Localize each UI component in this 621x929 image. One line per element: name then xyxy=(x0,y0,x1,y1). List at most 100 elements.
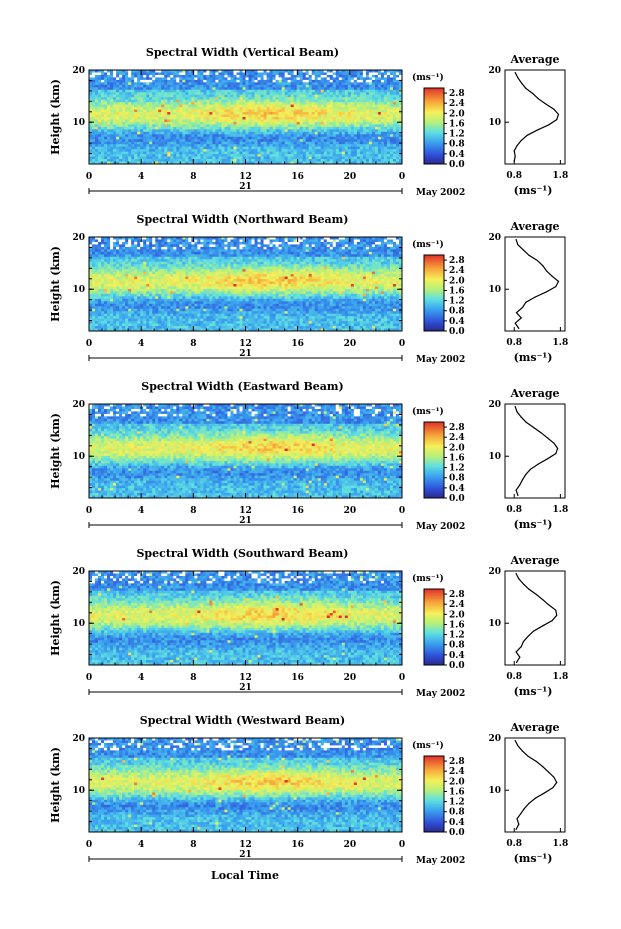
colorbar-tick-label: 0.8 xyxy=(449,307,465,317)
x-tick-label: 12 xyxy=(239,339,252,349)
profile-point xyxy=(520,416,522,418)
profile-title: Average xyxy=(509,554,559,567)
profile-y-tick-label: 10 xyxy=(488,619,501,629)
colorbar-tick-label: 1.2 xyxy=(449,464,465,474)
x-tick-label: 0 xyxy=(86,339,92,349)
panel-3: Spectral Width (Eastward Beam) 20 10 Height… xyxy=(49,380,568,532)
x-tick-label: 20 xyxy=(344,673,357,683)
profile-line xyxy=(514,406,559,496)
colorbar-tick-label: 2.8 xyxy=(449,256,465,266)
profile-point xyxy=(540,432,542,434)
colorbar-tick-label: 1.2 xyxy=(449,798,465,808)
profile-point xyxy=(517,77,519,79)
x-tick-label: 8 xyxy=(190,840,196,850)
profile-point xyxy=(520,813,522,815)
profile-point xyxy=(534,296,536,298)
colorbar-label: (ms⁻¹) xyxy=(412,740,444,751)
colorbar-tick-label: 2.4 xyxy=(449,600,465,610)
day-label: 21 xyxy=(239,850,252,860)
x-tick-label: 0 xyxy=(399,172,405,182)
profile-title: Average xyxy=(509,721,559,734)
x-tick-label: 0 xyxy=(399,506,405,516)
date-tag: May 2002 xyxy=(416,522,465,532)
colorbar-tick-label: 0.4 xyxy=(449,651,465,661)
colorbar-label: (ms⁻¹) xyxy=(412,406,444,417)
profile-point xyxy=(535,593,538,596)
x-tick-label: 0 xyxy=(399,339,405,349)
colorbar-tick-label: 2.8 xyxy=(449,89,465,99)
profile-point xyxy=(520,139,522,142)
colorbar-tick-label: 2.4 xyxy=(449,99,465,109)
profile-point xyxy=(545,103,547,105)
y-tick-label: 20 xyxy=(72,734,85,744)
profile-point xyxy=(521,306,524,309)
x-tick-label: 0 xyxy=(86,673,92,683)
profile-point xyxy=(515,651,517,653)
profile-point xyxy=(556,781,558,784)
y-tick-label: 10 xyxy=(72,786,85,796)
profile-point xyxy=(533,426,535,429)
x-tick-label: 4 xyxy=(138,339,144,349)
profile-x-tick-label: 1.8 xyxy=(553,672,569,682)
profile-point xyxy=(553,108,555,110)
profile-x-tick-label: 0.8 xyxy=(506,338,522,348)
colorbar-tick-label: 0.8 xyxy=(449,641,465,651)
profile-point xyxy=(527,755,529,757)
profile-point xyxy=(557,447,559,449)
profile-point xyxy=(548,124,550,126)
profile-x-tick-label: 1.8 xyxy=(553,171,569,181)
profile-point xyxy=(545,291,548,293)
profile-point xyxy=(520,646,522,648)
day-label: 21 xyxy=(239,683,252,693)
profile-point xyxy=(532,92,534,95)
profile-point xyxy=(522,583,525,585)
profile-point xyxy=(515,828,517,831)
profile-point xyxy=(514,155,516,157)
colorbar xyxy=(423,254,445,332)
profile-y-tick-label: 20 xyxy=(488,567,501,577)
profile-x-tick-label: 0.8 xyxy=(506,839,522,849)
x-tick-label: 16 xyxy=(291,339,304,349)
profile-point xyxy=(542,625,544,627)
x-tick-label: 4 xyxy=(138,840,144,850)
panel-title: Spectral Width (Westward Beam) xyxy=(140,714,345,727)
profile-point xyxy=(525,301,527,303)
profile-point xyxy=(557,280,560,282)
x-tick-label: 4 xyxy=(138,673,144,683)
panel-2: Spectral Width (Northward Beam) 20 10 Heigh… xyxy=(49,213,568,365)
x-tick-label: 16 xyxy=(291,506,304,516)
colorbar-tick-label: 2.8 xyxy=(449,590,465,600)
colorbar-tick-label: 1.6 xyxy=(449,119,465,129)
profile-y-tick-label: 10 xyxy=(488,285,501,295)
profile-point xyxy=(515,573,517,575)
profile-point xyxy=(523,807,526,810)
profile-frame xyxy=(504,236,566,332)
profile-point xyxy=(544,792,546,794)
colorbar-label: (ms⁻¹) xyxy=(412,72,444,83)
colorbar xyxy=(423,755,445,833)
profile-point xyxy=(517,745,519,747)
x-tick-label: 12 xyxy=(239,840,252,850)
profile-point xyxy=(557,113,560,115)
x-tick-label: 20 xyxy=(344,172,357,182)
profile-point xyxy=(518,823,520,825)
profile-title: Average xyxy=(509,387,559,400)
profile-point xyxy=(548,604,550,606)
profile-y-tick-label: 20 xyxy=(488,233,501,243)
profile-frame xyxy=(504,403,566,499)
x-tick-label: 20 xyxy=(344,339,357,349)
profile-point xyxy=(552,787,554,789)
colorbar-tick-label: 1.6 xyxy=(449,620,465,630)
colorbar-tick-label: 2.4 xyxy=(449,767,465,777)
colorbar-tick-label: 2.8 xyxy=(449,757,465,767)
profile-point xyxy=(542,265,544,267)
profile-point xyxy=(556,119,558,121)
x-tick-label: 16 xyxy=(291,840,304,850)
colorbar-tick-label: 0.4 xyxy=(449,317,465,327)
profile-frame xyxy=(504,570,566,666)
profile-y-tick-label: 10 xyxy=(488,786,501,796)
profile-point xyxy=(553,442,555,444)
profile-point xyxy=(525,421,527,423)
y-axis-label: Height (km) xyxy=(49,246,62,322)
